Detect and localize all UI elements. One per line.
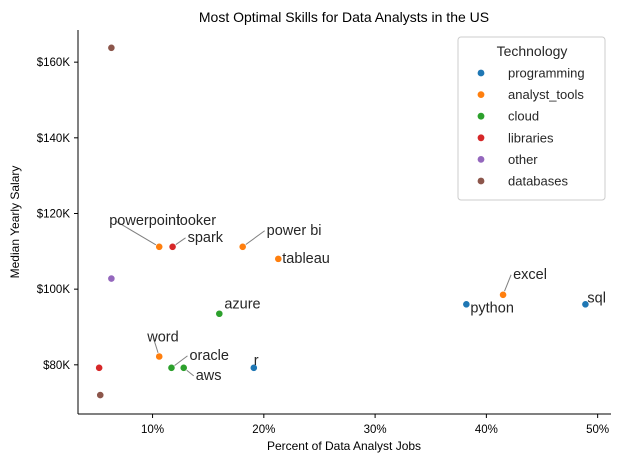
- point-label: looker: [177, 213, 217, 229]
- axes: [77, 30, 611, 415]
- chart-title: Most Optimal Skills for Data Analysts in…: [199, 9, 489, 25]
- point-label: oracle: [189, 348, 229, 364]
- legend-frame: [457, 36, 606, 201]
- legend-marker: [477, 156, 485, 163]
- legend-label: other: [508, 152, 538, 167]
- data-point: [238, 242, 247, 251]
- point-label: azure: [224, 297, 260, 313]
- data-point: [107, 274, 116, 283]
- point-label: power bi: [267, 223, 322, 239]
- data-point: [274, 254, 283, 263]
- data-point: [581, 300, 590, 309]
- data-point: [249, 363, 258, 372]
- data-point: [179, 363, 188, 372]
- point-label: excel: [513, 267, 547, 283]
- legend-label: cloud: [508, 109, 539, 124]
- legend-label: analyst_tools: [508, 87, 584, 102]
- point-label: python: [470, 300, 514, 316]
- legend-label: libraries: [508, 130, 554, 145]
- legend-marker: [477, 112, 485, 120]
- y-tick-label: $80K: [43, 360, 70, 372]
- data-point: [168, 242, 177, 251]
- legend-label: programming: [508, 66, 585, 81]
- legend-marker: [477, 91, 485, 98]
- point-labels: sql python r excel tableau power bi powerpoint…: [109, 213, 606, 384]
- legend-title: Technology: [497, 43, 568, 59]
- x-tick-label: 50%: [586, 424, 609, 436]
- point-label: sql: [587, 290, 606, 306]
- point-label: aws: [196, 368, 222, 384]
- x-ticks: 10% 20% 30% 40% 50%: [141, 414, 609, 436]
- point-label: spark: [188, 230, 224, 246]
- data-point: [462, 300, 471, 309]
- legend-label: databases: [508, 174, 568, 189]
- legend-marker: [477, 177, 485, 185]
- legend-marker: [477, 134, 485, 142]
- y-tick-label: $140K: [37, 133, 71, 145]
- x-tick-label: 20%: [252, 424, 275, 436]
- x-axis-label: Percent of Data Analyst Jobs: [267, 439, 421, 453]
- point-label: r: [254, 353, 259, 369]
- data-point: [215, 309, 224, 318]
- data-point: [167, 363, 176, 372]
- data-point: [499, 290, 507, 299]
- data-point: [155, 352, 164, 361]
- data-points: [95, 43, 590, 399]
- x-tick-label: 10%: [141, 424, 164, 436]
- y-tick-label: $100K: [37, 284, 71, 296]
- x-tick-label: 40%: [475, 424, 498, 436]
- y-ticks: $80K $100K $120K $140K $160K: [37, 57, 78, 372]
- y-tick-label: $120K: [37, 208, 71, 220]
- x-tick-label: 30%: [364, 424, 387, 436]
- y-axis-label: Median Yearly Salary: [8, 166, 22, 279]
- y-tick-label: $160K: [37, 57, 71, 69]
- data-point: [155, 242, 164, 251]
- data-point: [107, 43, 116, 52]
- point-label: powerpoint: [109, 213, 180, 229]
- data-point: [96, 391, 105, 399]
- legend-marker: [477, 69, 485, 77]
- point-label: word: [146, 329, 178, 345]
- label-leader-line: [114, 220, 160, 248]
- legend: Technology programming analyst_toolscloud…: [457, 36, 606, 201]
- label-leader-line: [242, 230, 265, 248]
- data-point: [95, 363, 104, 372]
- point-label: tableau: [282, 251, 330, 267]
